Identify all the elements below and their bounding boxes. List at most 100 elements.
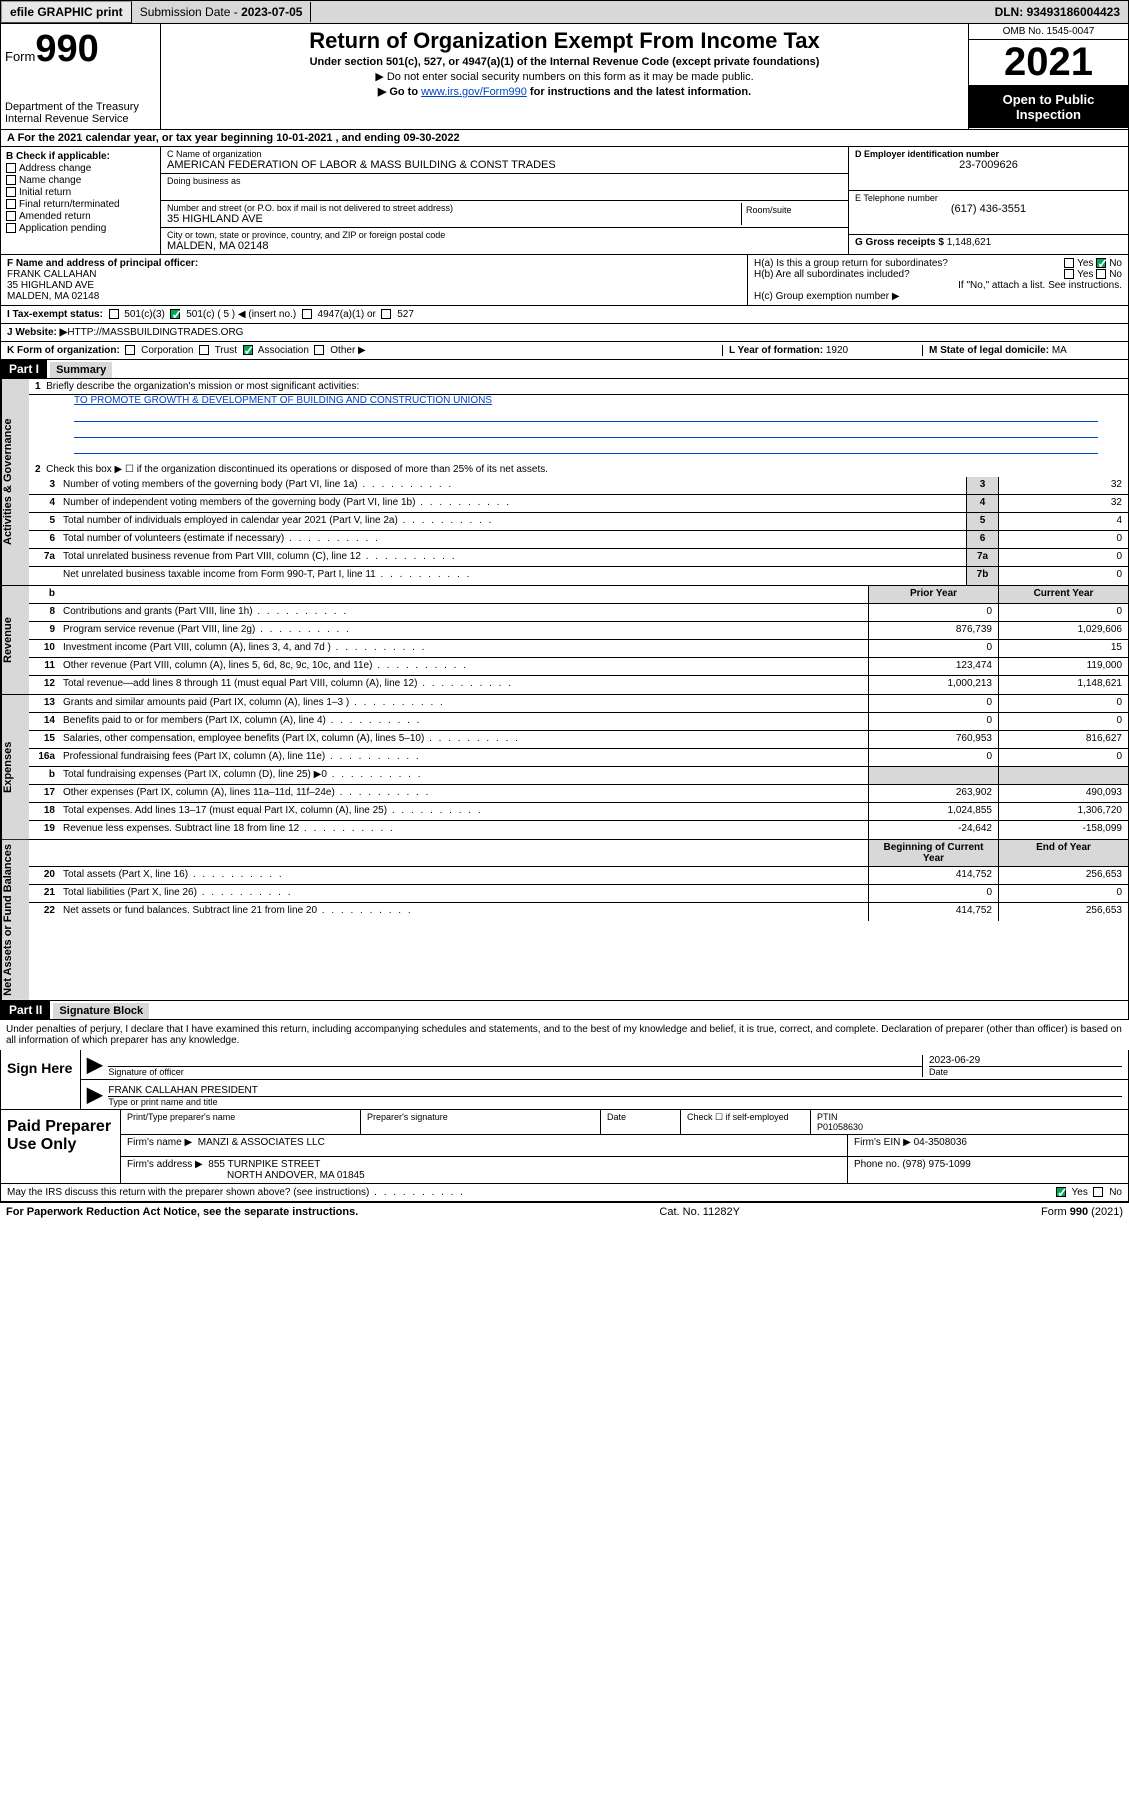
current-val: 490,093 bbox=[998, 785, 1128, 802]
prior-val: 414,752 bbox=[868, 867, 998, 884]
discuss-text: May the IRS discuss this return with the… bbox=[7, 1187, 465, 1198]
addr-label: Number and street (or P.O. box if mail i… bbox=[167, 203, 741, 213]
website-value: HTTP://MASSBUILDINGTRADES.ORG bbox=[67, 327, 243, 338]
street-address: 35 HIGHLAND AVE bbox=[167, 213, 741, 225]
data-row: 18Total expenses. Add lines 13–17 (must … bbox=[29, 803, 1128, 821]
row-val: 32 bbox=[998, 477, 1128, 494]
opt-527: 527 bbox=[397, 309, 414, 320]
cb-final-return[interactable]: Final return/terminated bbox=[6, 199, 155, 210]
note-ssn: ▶ Do not enter social security numbers o… bbox=[169, 70, 960, 83]
row-desc: Total revenue—add lines 8 through 11 (mu… bbox=[59, 676, 868, 694]
form-word: Form bbox=[5, 49, 35, 64]
row-i: I Tax-exempt status: 501(c)(3) 501(c) ( … bbox=[0, 306, 1129, 324]
firm-city: NORTH ANDOVER, MA 01845 bbox=[227, 1170, 365, 1181]
officer-label: F Name and address of principal officer: bbox=[7, 258, 198, 269]
cb-501c[interactable] bbox=[170, 309, 180, 319]
signature-declaration: Under penalties of perjury, I declare th… bbox=[0, 1020, 1129, 1050]
cb-name-change[interactable]: Name change bbox=[6, 175, 155, 186]
officer-addr: 35 HIGHLAND AVE bbox=[7, 280, 741, 291]
ha-yes[interactable] bbox=[1064, 258, 1074, 268]
cb-corp[interactable] bbox=[125, 345, 135, 355]
side-governance: Activities & Governance bbox=[1, 379, 29, 585]
firm-addr: 855 TURNPIKE STREET bbox=[208, 1159, 320, 1170]
form-number: 990 bbox=[35, 28, 98, 70]
footer-left: For Paperwork Reduction Act Notice, see … bbox=[6, 1206, 358, 1218]
h-b: H(b) Are all subordinates included? Yes … bbox=[754, 269, 1122, 280]
tax-exempt-label: I Tax-exempt status: bbox=[7, 309, 103, 320]
row-desc: Revenue less expenses. Subtract line 18 … bbox=[59, 821, 868, 839]
prior-val: 876,739 bbox=[868, 622, 998, 639]
h-b-note: If "No," attach a list. See instructions… bbox=[754, 280, 1122, 291]
row-num: 8 bbox=[29, 604, 59, 621]
prep-row-2: Firm's name ▶ MANZI & ASSOCIATES LLC Fir… bbox=[121, 1135, 1128, 1157]
cb-501c3[interactable] bbox=[109, 309, 119, 319]
prior-val: 0 bbox=[868, 604, 998, 621]
cb-address-change[interactable]: Address change bbox=[6, 163, 155, 174]
row-num: 13 bbox=[29, 695, 59, 712]
header-left: Form990 Department of the Treasury Inter… bbox=[1, 24, 161, 129]
h-a-text: H(a) Is this a group return for subordin… bbox=[754, 258, 948, 269]
cb-initial-return[interactable]: Initial return bbox=[6, 187, 155, 198]
row-num: 3 bbox=[29, 477, 59, 494]
prior-val: 1,000,213 bbox=[868, 676, 998, 694]
dln-value: 93493186004423 bbox=[1027, 5, 1120, 19]
eoy-hdr: End of Year bbox=[998, 840, 1128, 866]
row-val: 0 bbox=[998, 531, 1128, 548]
data-row: bTotal fundraising expenses (Part IX, co… bbox=[29, 767, 1128, 785]
footer: For Paperwork Reduction Act Notice, see … bbox=[0, 1202, 1129, 1221]
efile-print-button[interactable]: efile GRAPHIC print bbox=[1, 1, 132, 23]
row-j: J Website: ▶ HTTP://MASSBUILDINGTRADES.O… bbox=[0, 324, 1129, 342]
line2: 2 Check this box ▶ ☐ if the organization… bbox=[29, 456, 1128, 477]
discuss-no[interactable] bbox=[1093, 1187, 1103, 1197]
hb-yes[interactable] bbox=[1064, 269, 1074, 279]
cb-527[interactable] bbox=[381, 309, 391, 319]
submission-date: Submission Date - 2023-07-05 bbox=[132, 2, 312, 22]
paid-preparer-label: Paid Preparer Use Only bbox=[1, 1110, 121, 1183]
row-num: 16a bbox=[29, 749, 59, 766]
row-key: 7a bbox=[966, 549, 998, 566]
tax-year: 2021 bbox=[969, 40, 1128, 86]
row-desc: Number of voting members of the governin… bbox=[59, 477, 966, 494]
row-a-period: A For the 2021 calendar year, or tax yea… bbox=[0, 130, 1129, 147]
prep-date-label: Date bbox=[601, 1110, 681, 1134]
cb-application-pending[interactable]: Application pending bbox=[6, 223, 155, 234]
paid-preparer-block: Paid Preparer Use Only Print/Type prepar… bbox=[0, 1110, 1129, 1184]
prior-val: -24,642 bbox=[868, 821, 998, 839]
governance-section: Activities & Governance 1 Briefly descri… bbox=[0, 379, 1129, 586]
ha-no[interactable] bbox=[1096, 258, 1106, 268]
form-subtitle: Under section 501(c), 527, or 4947(a)(1)… bbox=[169, 56, 960, 68]
data-row: 13Grants and similar amounts paid (Part … bbox=[29, 695, 1128, 713]
cb-assoc[interactable] bbox=[243, 345, 253, 355]
opt-501c5: 501(c) ( 5 ) ◀ (insert no.) bbox=[186, 309, 296, 320]
cb-trust[interactable] bbox=[199, 345, 209, 355]
discuss-yes[interactable] bbox=[1056, 1187, 1066, 1197]
gov-row: 7aTotal unrelated business revenue from … bbox=[29, 549, 1128, 567]
firm-ein: 04-3508036 bbox=[914, 1137, 967, 1148]
part1-header: Part I Summary bbox=[0, 360, 1129, 379]
sign-here-block: Sign Here ▶ Signature of officer 2023-06… bbox=[0, 1050, 1129, 1110]
cb-amended-return[interactable]: Amended return bbox=[6, 211, 155, 222]
data-row: 20Total assets (Part X, line 16)414,7522… bbox=[29, 867, 1128, 885]
current-val: 816,627 bbox=[998, 731, 1128, 748]
cb-other[interactable] bbox=[314, 345, 324, 355]
cb-4947[interactable] bbox=[302, 309, 312, 319]
irs-link[interactable]: www.irs.gov/Form990 bbox=[421, 86, 527, 98]
row-key: 4 bbox=[966, 495, 998, 512]
firm-phone: (978) 975-1099 bbox=[902, 1159, 970, 1170]
note2-pre: ▶ Go to bbox=[378, 86, 421, 98]
na-header-row: Beginning of Current Year End of Year bbox=[29, 840, 1128, 867]
sig-date-label: Date bbox=[929, 1066, 1122, 1077]
data-row: 22Net assets or fund balances. Subtract … bbox=[29, 903, 1128, 921]
l-label: L Year of formation: bbox=[729, 345, 826, 356]
prep-row-3: Firm's address ▶ 855 TURNPIKE STREET NOR… bbox=[121, 1157, 1128, 1183]
data-row: 17Other expenses (Part IX, column (A), l… bbox=[29, 785, 1128, 803]
ein-cell: D Employer identification number 23-7009… bbox=[849, 147, 1128, 191]
row-desc: Total number of individuals employed in … bbox=[59, 513, 966, 530]
row-num: 4 bbox=[29, 495, 59, 512]
officer-block: F Name and address of principal officer:… bbox=[1, 255, 748, 305]
prep-row-1: Print/Type preparer's name Preparer's si… bbox=[121, 1110, 1128, 1135]
current-val: -158,099 bbox=[998, 821, 1128, 839]
h-b-text: H(b) Are all subordinates included? bbox=[754, 269, 910, 280]
current-val: 0 bbox=[998, 713, 1128, 730]
tel-label: E Telephone number bbox=[855, 193, 1122, 203]
